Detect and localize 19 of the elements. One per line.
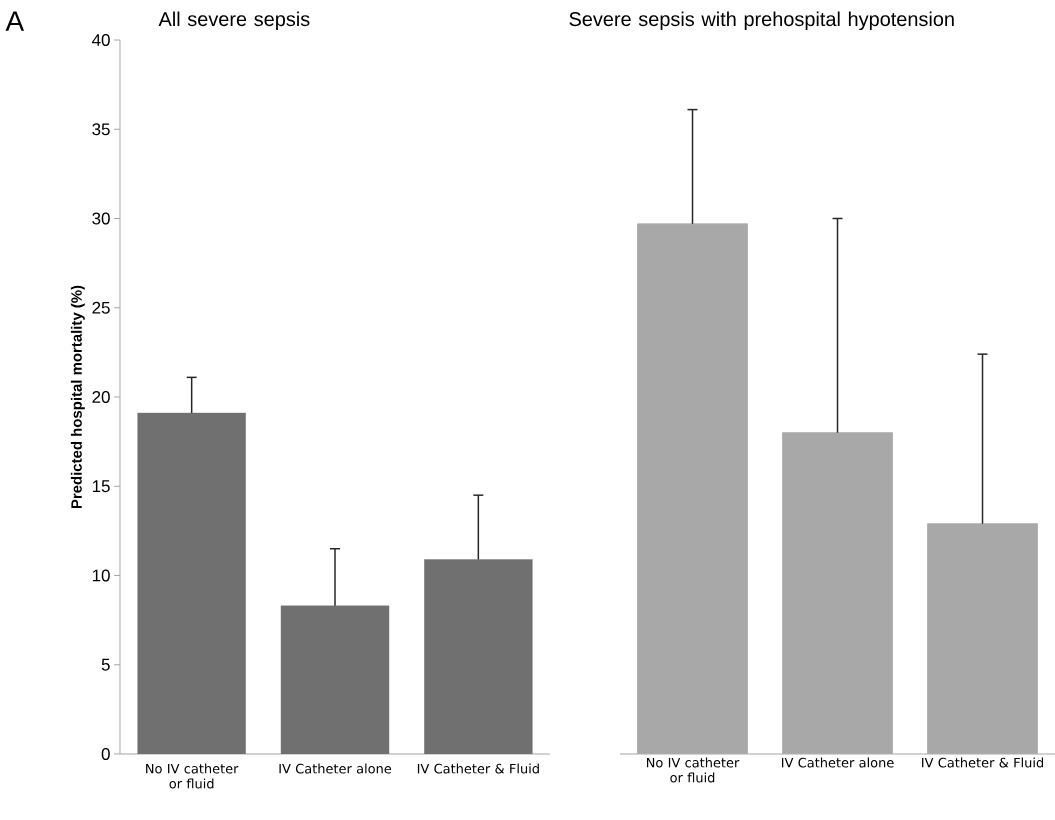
- y-tick-label: 35: [92, 123, 110, 136]
- x-tick-label: No IV catheter or fluid: [146, 763, 239, 789]
- y-tick-label: 10: [92, 569, 110, 582]
- x-tick-label: IV Catheter & Fluid: [922, 757, 1044, 768]
- chart-title: Severe sepsis with prehospital hypotension: [569, 11, 954, 31]
- text: A: [5, 11, 25, 31]
- y-tick-label: 25: [92, 301, 110, 314]
- y-tick-label: 15: [92, 480, 110, 493]
- y-tick-label: 20: [92, 391, 110, 403]
- chart-title: All severe sepsis: [158, 11, 310, 31]
- x-tick-label: IV Catheter & Fluid: [417, 763, 539, 774]
- y-tick-label: 30: [92, 212, 110, 225]
- y-tick-label: 40: [92, 33, 110, 46]
- y-tick-label: 0: [101, 748, 110, 760]
- x-tick-label: No IV catheter or fluid: [646, 757, 740, 783]
- x-tick-label: IV Catheter alone: [782, 757, 894, 768]
- y-axis-title: Predicted hospital mortality (%): [70, 285, 85, 509]
- x-tick-label: IV Catheter alone: [279, 763, 392, 774]
- y-tick-label: 5: [101, 658, 110, 671]
